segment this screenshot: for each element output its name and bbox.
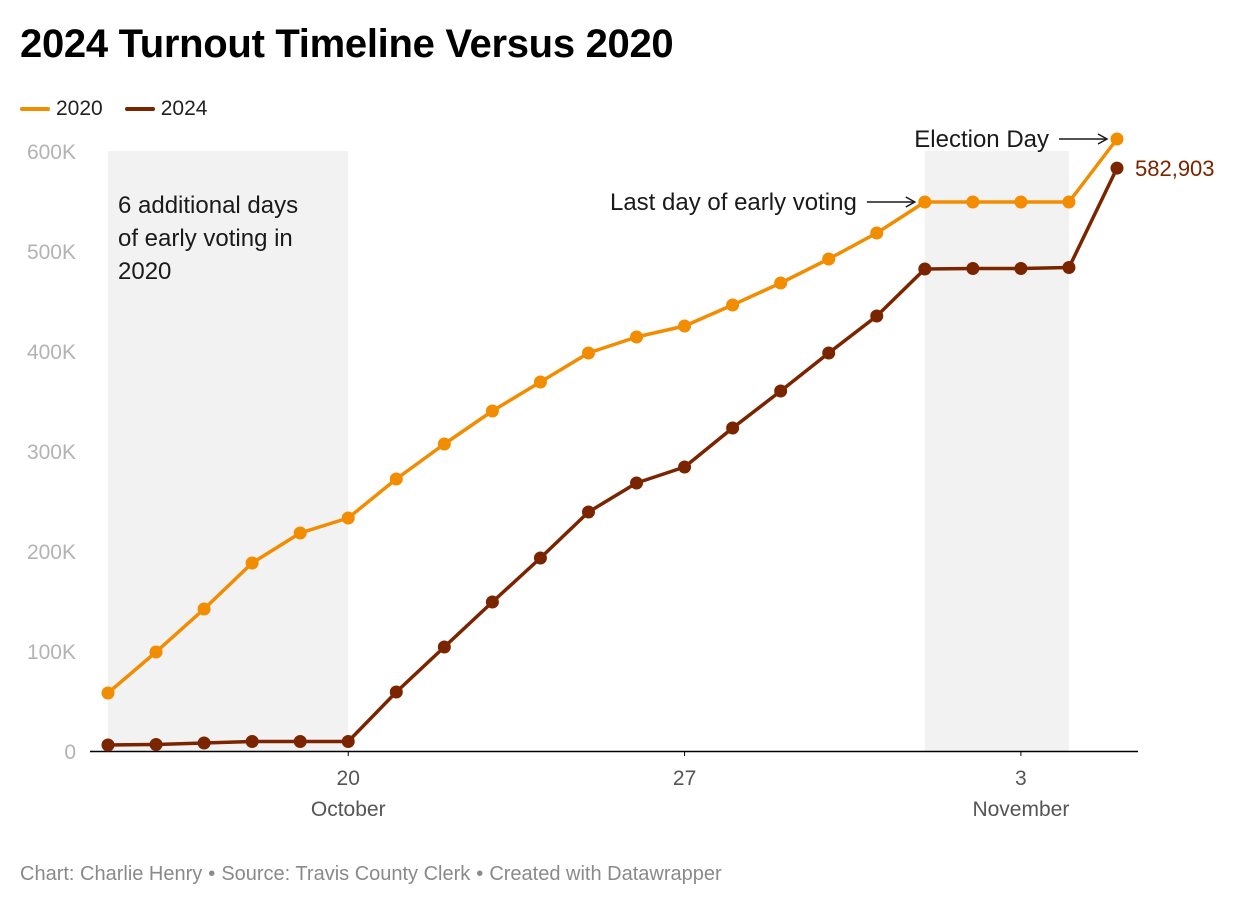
data-point-2024 — [245, 735, 259, 748]
data-point-2024 — [630, 476, 644, 490]
footer-source: Source: Travis County Clerk — [221, 863, 471, 885]
legend-item-2024: 2024 — [124, 97, 208, 121]
annotation-election-day: Election Day — [914, 126, 1049, 153]
data-point-2020 — [966, 195, 980, 209]
data-point-2024 — [1110, 161, 1124, 175]
y-tick-label: 200K — [27, 541, 76, 564]
x-tick-label: 27 — [673, 767, 696, 790]
series-points — [101, 132, 1124, 752]
data-point-2020 — [293, 526, 307, 540]
data-point-2020 — [101, 686, 115, 700]
annotation-additional-days: of early voting in — [118, 225, 293, 252]
data-point-2024 — [101, 738, 115, 752]
data-point-2024 — [918, 262, 932, 276]
shaded-range-0 — [108, 151, 349, 751]
data-point-2024 — [822, 346, 836, 360]
data-point-2020 — [678, 319, 692, 333]
data-point-2024 — [341, 735, 355, 748]
data-point-2024 — [389, 685, 403, 699]
y-tick-label: 600K — [27, 141, 76, 164]
data-point-2024 — [870, 309, 884, 323]
data-point-2024 — [1062, 261, 1076, 274]
footer-credit: Chart: Charlie Henry — [20, 863, 203, 885]
data-point-2024 — [437, 640, 451, 654]
data-point-2024 — [1014, 262, 1028, 275]
data-point-2020 — [918, 195, 932, 209]
x-tick-sublabel: October — [311, 798, 386, 821]
annotation-additional-days: 2020 — [118, 258, 171, 285]
footer: Chart: Charlie Henry • Source: Travis Coun… — [20, 863, 722, 886]
annotations: 6 additional days of early voting in 2020 L… — [118, 126, 1215, 285]
series-line-2020 — [106, 137, 1119, 695]
chart-title: 2024 Turnout Timeline Versus 2020 — [20, 22, 674, 66]
data-point-2020 — [245, 556, 259, 570]
y-tick-label: 300K — [27, 441, 76, 464]
data-point-2020 — [822, 252, 836, 266]
data-point-2020 — [581, 346, 595, 360]
annotation-last-early-voting: Last day of early voting — [610, 189, 857, 216]
y-tick-label: 400K — [27, 341, 76, 364]
data-point-2024 — [581, 505, 595, 519]
footer-separator: • — [208, 863, 216, 885]
series-lines — [106, 137, 1119, 747]
data-point-2024 — [533, 551, 547, 565]
data-point-2020 — [437, 437, 451, 451]
y-tick-label: 100K — [27, 641, 76, 664]
data-point-2020 — [870, 226, 884, 240]
series-line-2024 — [106, 166, 1119, 747]
data-point-2024 — [726, 421, 740, 435]
data-point-2020 — [389, 472, 403, 486]
data-point-2020 — [533, 375, 547, 389]
footer-tool: Created with Datawrapper — [489, 863, 722, 885]
footer-separator: • — [476, 863, 484, 885]
value-label-2024: 582,903 — [1135, 156, 1215, 181]
legend: 2020 2024 — [20, 97, 229, 121]
legend-label-2024: 2024 — [160, 97, 208, 120]
data-point-2024 — [293, 735, 307, 748]
data-point-2020 — [1014, 195, 1028, 209]
data-point-2024 — [149, 738, 163, 751]
annotation-additional-days: 6 additional days — [118, 192, 298, 219]
data-point-2020 — [485, 404, 499, 418]
data-point-2024 — [678, 460, 692, 474]
legend-swatch-2020 — [20, 107, 50, 111]
legend-label-2020: 2020 — [56, 97, 103, 120]
data-point-2020 — [149, 645, 163, 659]
line-chart: 0 100K 200K 300K 400K 500K 600K 20 October 27 3 No… — [27, 126, 1215, 821]
data-point-2020 — [1062, 195, 1076, 209]
y-tick-label: 0 — [64, 741, 76, 764]
data-point-2024 — [774, 384, 788, 398]
x-tick-label: 3 — [1015, 767, 1027, 790]
shaded-ranges — [108, 151, 1069, 751]
x-tick-label: 20 — [337, 767, 360, 790]
data-point-2020 — [774, 276, 788, 290]
data-point-2020 — [726, 298, 740, 312]
data-point-2024 — [966, 262, 980, 275]
y-axis: 0 100K 200K 300K 400K 500K 600K — [27, 141, 76, 764]
data-point-2020 — [1110, 132, 1124, 146]
data-point-2020 — [630, 330, 644, 344]
legend-swatch-2024 — [124, 107, 155, 111]
legend-item-2020: 2020 — [20, 97, 103, 121]
data-point-2024 — [485, 595, 499, 609]
data-point-2020 — [197, 602, 211, 616]
x-tick-sublabel: November — [972, 798, 1069, 821]
y-tick-label: 500K — [27, 241, 76, 264]
data-point-2024 — [197, 736, 211, 750]
shaded-range-1 — [924, 151, 1069, 751]
x-axis: 20 October 27 3 November — [90, 750, 1138, 821]
data-point-2020 — [341, 511, 355, 525]
